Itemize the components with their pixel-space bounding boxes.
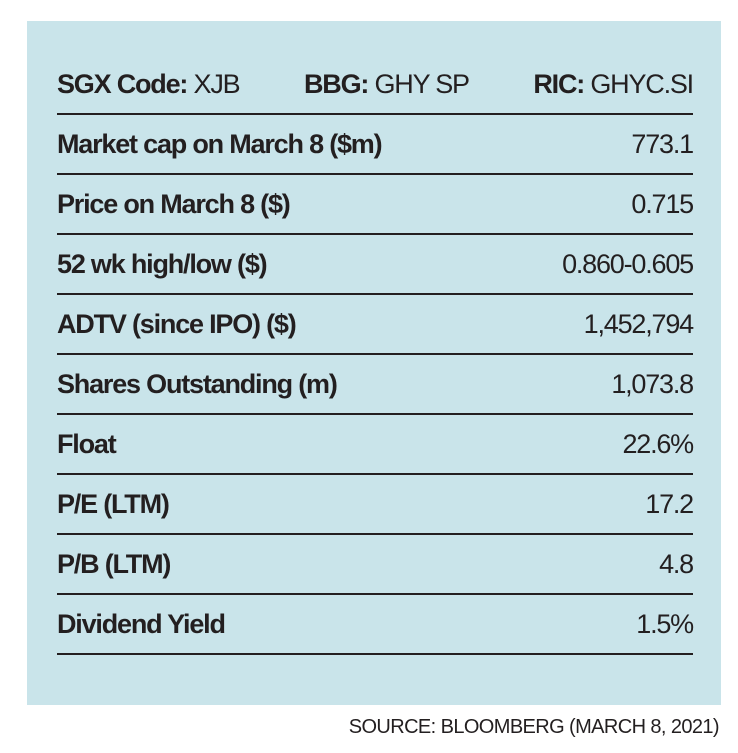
row-label: P/E (LTM) bbox=[57, 488, 170, 519]
row-value: 773.1 bbox=[631, 128, 694, 159]
table-row-float: Float 22.6% bbox=[57, 415, 694, 475]
row-label: Shares Outstanding (m) bbox=[57, 368, 338, 399]
row-value: 1,073.8 bbox=[611, 368, 694, 399]
ticker-codes-row: SGX Code: XJB BBG: GHY SP RIC: GHYC.SI bbox=[57, 55, 694, 115]
row-value: 4.8 bbox=[659, 548, 694, 579]
row-label: ADTV (since IPO) ($) bbox=[57, 308, 297, 339]
row-value: 0.860-0.605 bbox=[562, 248, 694, 279]
row-label: Dividend Yield bbox=[57, 608, 226, 639]
table-row-dividend-yield: Dividend Yield 1.5% bbox=[57, 595, 694, 655]
sgx-code-value: XJB bbox=[193, 68, 241, 99]
sgx-code-label: SGX Code: bbox=[57, 68, 188, 99]
ric-code: RIC: GHYC.SI bbox=[533, 68, 694, 100]
table-row-adtv: ADTV (since IPO) ($) 1,452,794 bbox=[57, 295, 695, 355]
source-caption: SOURCE: BLOOMBERG (MARCH 8, 2021) bbox=[348, 716, 720, 738]
bbg-code-label: BBG: bbox=[303, 68, 369, 99]
row-value: 1,452,794 bbox=[583, 308, 695, 339]
ric-code-value: GHYC.SI bbox=[590, 68, 694, 99]
row-value: 22.6% bbox=[622, 428, 694, 459]
row-label: Price on March 8 ($) bbox=[57, 188, 291, 219]
row-label: Float bbox=[57, 428, 117, 459]
sgx-code: SGX Code: XJB bbox=[57, 68, 241, 100]
bbg-code: BBG: GHY SP bbox=[303, 68, 470, 100]
table-row-market-cap: Market cap on March 8 ($m) 773.1 bbox=[57, 115, 694, 175]
table-row-shares-outstanding: Shares Outstanding (m) 1,073.8 bbox=[57, 355, 694, 415]
ric-code-label: RIC: bbox=[533, 68, 585, 99]
row-label: Market cap on March 8 ($m) bbox=[57, 128, 383, 159]
row-label: P/B (LTM) bbox=[57, 548, 171, 579]
table-row-price: Price on March 8 ($) 0.715 bbox=[57, 175, 694, 235]
bbg-code-value: GHY SP bbox=[374, 68, 470, 99]
table-row-pe: P/E (LTM) 17.2 bbox=[57, 475, 694, 535]
row-value: 17.2 bbox=[645, 488, 694, 519]
stock-info-panel: SGX Code: XJB BBG: GHY SP RIC: GHYC.SI M… bbox=[27, 21, 721, 705]
row-label: 52 wk high/low ($) bbox=[57, 248, 268, 279]
row-value: 0.715 bbox=[631, 188, 694, 219]
table-row-52wk-range: 52 wk high/low ($) 0.860-0.605 bbox=[57, 235, 694, 295]
table-row-pb: P/B (LTM) 4.8 bbox=[57, 535, 694, 595]
row-value: 1.5% bbox=[636, 608, 694, 639]
stock-info-table: SGX Code: XJB BBG: GHY SP RIC: GHYC.SI M… bbox=[57, 55, 695, 655]
